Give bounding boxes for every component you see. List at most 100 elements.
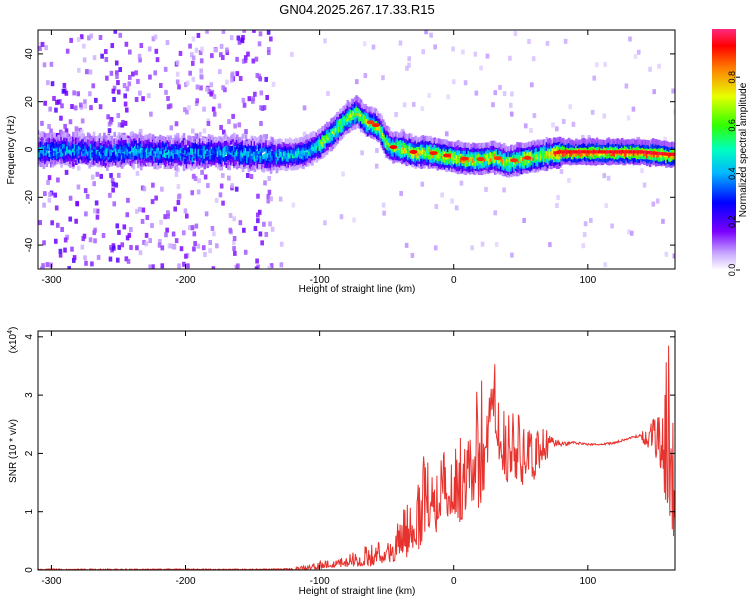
noise-cell (93, 208, 97, 213)
noise-cell (446, 94, 450, 99)
noise-cell (136, 79, 140, 84)
noise-cell (213, 47, 217, 52)
noise-cell (360, 150, 364, 155)
noise-cell (185, 214, 189, 219)
noise-cell (502, 187, 506, 192)
noise-cell (106, 114, 110, 119)
noise-cell (115, 223, 119, 228)
noise-cell (156, 57, 160, 62)
noise-cell (246, 52, 250, 57)
noise-cell (269, 36, 273, 41)
noise-cell (175, 121, 179, 126)
noise-cell (160, 263, 164, 268)
noise-cell (427, 93, 431, 98)
noise-cell (77, 185, 81, 190)
noise-cell (120, 242, 124, 247)
noise-cell (230, 183, 234, 188)
noise-cell (81, 118, 85, 123)
noise-cell (603, 262, 607, 267)
noise-cell (637, 50, 641, 55)
noise-cell (46, 80, 50, 85)
ridge-peak-blob (523, 156, 531, 160)
noise-cell (231, 114, 235, 119)
noise-cell (236, 263, 240, 268)
noise-cell (219, 125, 223, 130)
noise-cell (237, 122, 241, 127)
noise-cell (159, 83, 163, 88)
noise-cell (263, 105, 267, 110)
noise-cell (155, 49, 159, 54)
noise-cell (652, 89, 656, 94)
noise-cell (89, 70, 93, 75)
noise-cell (219, 52, 223, 57)
noise-cell (159, 220, 163, 225)
noise-cell (42, 203, 46, 208)
noise-cell (323, 220, 327, 225)
noise-cell (148, 75, 152, 80)
noise-cell (43, 62, 47, 67)
noise-cell (657, 64, 661, 69)
noise-cell (138, 91, 142, 96)
noise-cell (53, 193, 57, 198)
noise-cell (191, 225, 195, 230)
noise-cell (530, 82, 534, 87)
ridge-cell (259, 135, 262, 140)
noise-cell (399, 191, 403, 196)
noise-cell (262, 222, 266, 227)
noise-cell (89, 237, 93, 242)
noise-cell (141, 96, 145, 101)
noise-cell (176, 60, 180, 65)
noise-cell (195, 98, 199, 103)
noise-cell (522, 218, 526, 223)
noise-cell (96, 172, 100, 177)
ridge-cell (199, 132, 202, 137)
noise-cell (527, 39, 531, 44)
noise-cell (562, 119, 566, 124)
noise-cell (259, 105, 263, 110)
noise-cell (221, 173, 225, 178)
ridge-cell (242, 134, 245, 139)
noise-cell (99, 35, 103, 40)
noise-cell (192, 77, 196, 82)
noise-cell (474, 52, 478, 57)
noise-cell (260, 90, 264, 95)
noise-cell (242, 98, 246, 103)
noise-cell (117, 230, 121, 235)
ridge-cell (175, 166, 178, 171)
noise-cell (232, 246, 236, 251)
noise-cell (89, 34, 93, 39)
noise-cell (197, 244, 201, 249)
noise-cell (85, 69, 89, 74)
noise-cell (56, 177, 60, 182)
noise-cell (484, 187, 488, 192)
noise-cell (191, 128, 195, 133)
ridge-peak-blob (430, 151, 438, 155)
noise-cell (405, 66, 409, 71)
noise-cell (271, 227, 275, 232)
noise-cell (125, 212, 129, 217)
ridge-peak-blob (389, 145, 397, 149)
ridge-cell (183, 133, 186, 138)
noise-cell (123, 224, 127, 229)
noise-cell (555, 126, 559, 131)
ridge-cell (203, 164, 206, 169)
noise-cell (292, 203, 296, 208)
noise-cell (142, 208, 146, 213)
noise-cell (112, 97, 116, 102)
noise-cell (280, 242, 284, 247)
noise-cell (161, 245, 165, 250)
noise-cell (110, 71, 114, 76)
noise-cell (188, 44, 192, 49)
noise-cell (363, 41, 367, 46)
ridge-cell (265, 134, 268, 139)
noise-cell (197, 178, 201, 183)
y-tick-label: -40 (24, 237, 35, 252)
noise-cell (169, 125, 173, 130)
noise-cell (394, 112, 398, 117)
noise-cell (182, 230, 186, 235)
noise-cell (145, 233, 149, 238)
noise-cell (509, 103, 513, 108)
noise-cell (146, 215, 150, 220)
noise-cell (628, 37, 632, 42)
noise-cell (111, 89, 115, 94)
